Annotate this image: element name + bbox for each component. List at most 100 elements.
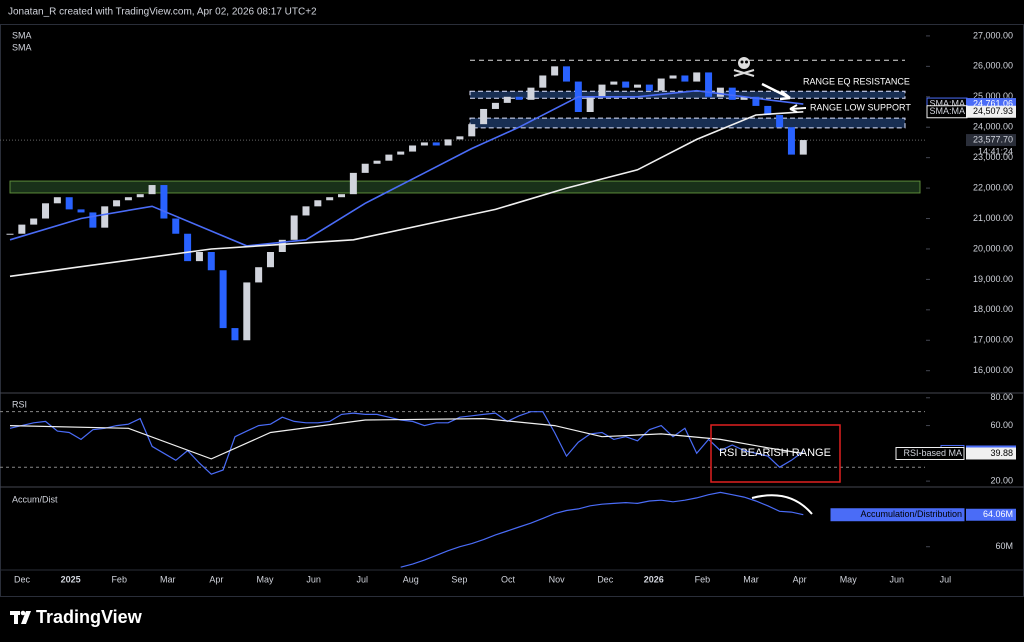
candle	[373, 160, 381, 164]
candle	[420, 142, 428, 146]
candle	[290, 215, 298, 240]
logo	[10, 610, 31, 624]
x-tick-label: Oct	[501, 574, 516, 584]
panel-title: RSI	[12, 399, 27, 409]
candle	[716, 87, 724, 97]
badge-title: SMA:MA	[929, 106, 965, 116]
y-tick-label: 27,000.00	[973, 30, 1013, 40]
x-tick-label: Dec	[14, 574, 31, 584]
x-tick-label: Feb	[695, 574, 711, 584]
candle	[468, 124, 476, 137]
badge-value: 39.88	[990, 448, 1013, 458]
footer-logo-text: TradingView	[36, 607, 143, 627]
candle	[503, 96, 511, 103]
arrow	[789, 104, 807, 113]
y-tick-label: 19,000.00	[973, 274, 1013, 284]
x-tick-label: Mar	[160, 574, 176, 584]
header: Jonatan_R created with TradingView.com, …	[8, 7, 317, 18]
x-tick-label: Mar	[743, 574, 759, 584]
x-tick-label: Jul	[356, 574, 368, 584]
x-tick-label: 2026	[644, 574, 664, 584]
badge-title: Accumulation/Distribution	[860, 509, 962, 519]
candle	[278, 239, 286, 252]
series-line	[400, 491, 804, 568]
candle	[645, 84, 653, 91]
candle	[113, 200, 121, 207]
candle	[622, 81, 630, 88]
candle	[6, 233, 14, 235]
candle	[385, 154, 393, 161]
candle	[77, 209, 85, 213]
legend-entry: SMA	[12, 42, 32, 52]
candle	[338, 194, 346, 198]
candle	[752, 96, 760, 106]
candle	[799, 140, 807, 155]
candle	[776, 115, 784, 128]
x-tick-label: Apr	[793, 574, 807, 584]
candle	[172, 218, 180, 234]
candle	[480, 108, 488, 125]
annotation: RSI BEARISH RANGE	[719, 447, 831, 459]
x-tick-label: 2025	[61, 574, 81, 584]
badge-value: 23,577.70	[973, 134, 1013, 144]
candle	[527, 87, 535, 100]
candle	[89, 212, 97, 228]
annotation: RANGE LOW SUPPORT	[810, 102, 911, 112]
sma-line	[9, 111, 804, 278]
candle	[148, 185, 156, 195]
candle	[669, 75, 677, 79]
candle	[136, 194, 144, 198]
candle	[432, 142, 440, 146]
candle	[101, 206, 109, 228]
candle	[243, 282, 251, 341]
candle	[160, 185, 168, 219]
x-tick-label: Aug	[403, 574, 419, 584]
candle	[326, 197, 334, 201]
badge-bg	[966, 447, 1016, 460]
candle	[18, 224, 26, 234]
candle	[657, 78, 665, 91]
candle	[302, 206, 310, 216]
x-tick-label: Sep	[451, 574, 467, 584]
candle	[314, 200, 322, 207]
y-tick-label: 16,000.00	[973, 365, 1013, 375]
x-tick-label: Feb	[111, 574, 127, 584]
candle	[787, 127, 795, 155]
candle	[634, 84, 642, 88]
candle	[219, 270, 227, 329]
candle	[551, 66, 559, 76]
annotation: RANGE EQ RESISTANCE	[803, 76, 910, 86]
badge-value: 24,761.06	[973, 98, 1013, 108]
candle	[65, 197, 73, 210]
x-tick-label: Jul	[940, 574, 952, 584]
candle	[361, 163, 369, 173]
zone	[469, 117, 906, 129]
y-tick-label: 21,000.00	[973, 213, 1013, 223]
y-tick-label: 20.00	[990, 475, 1013, 485]
y-tick-label: 60M	[995, 541, 1013, 551]
y-tick-label: 18,000.00	[973, 304, 1013, 314]
candle	[740, 96, 748, 100]
candle	[207, 252, 215, 271]
candle	[491, 102, 499, 109]
candle	[409, 145, 417, 152]
badge-bg	[966, 105, 1016, 118]
x-tick-label: Apr	[209, 574, 223, 584]
x-tick-label: Jun	[890, 574, 905, 584]
badge-title-bg	[830, 508, 965, 522]
x-tick-label: Dec	[597, 574, 614, 584]
countdown: 14:41:24	[978, 146, 1013, 156]
y-tick-label: 25,000.00	[973, 91, 1013, 101]
candle	[681, 75, 689, 82]
series-line	[9, 417, 804, 460]
candle	[598, 84, 606, 97]
candle	[586, 96, 594, 112]
zone	[9, 180, 921, 194]
x-tick-label: Jun	[306, 574, 321, 584]
sma-line	[9, 89, 804, 247]
candle	[562, 66, 570, 82]
candle	[693, 72, 701, 82]
annotation-arc	[751, 494, 813, 515]
candle	[728, 87, 736, 100]
